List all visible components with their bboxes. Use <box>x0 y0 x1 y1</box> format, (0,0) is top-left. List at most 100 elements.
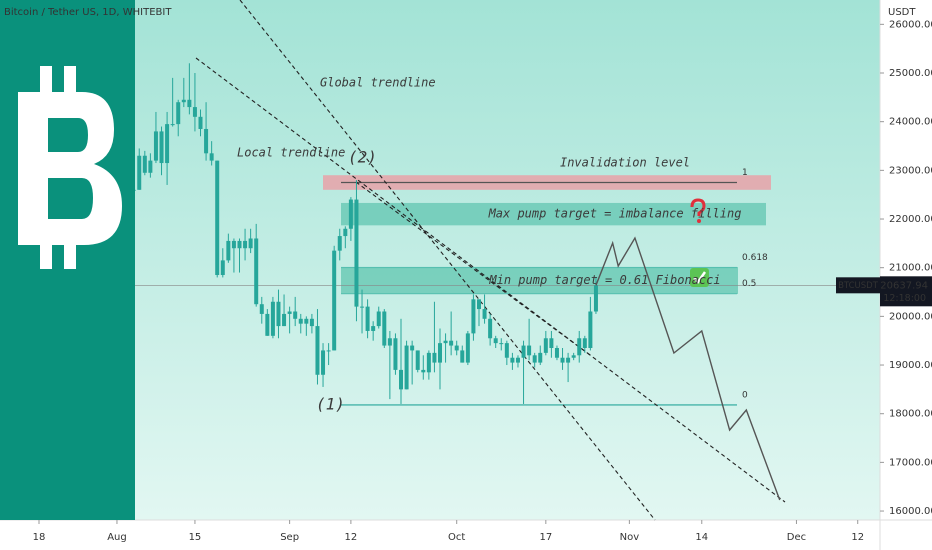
x-tick-label: Nov <box>620 532 640 543</box>
y-tick-label: 21000.00 <box>889 263 932 274</box>
y-tick-label: 22000.00 <box>889 214 932 225</box>
candle-body <box>582 338 587 348</box>
fib-label: 0.618 <box>742 253 768 263</box>
candle-body <box>510 357 515 363</box>
wave-label: (1) <box>316 395 345 414</box>
candle-body <box>153 131 158 161</box>
candle-body <box>259 304 264 314</box>
global-trendline <box>239 0 656 521</box>
price-axis <box>880 0 932 550</box>
bitcoin-logo <box>18 66 122 269</box>
candle-body <box>265 313 270 336</box>
candle-body <box>449 340 454 346</box>
local-trendline <box>195 57 786 503</box>
candle-body <box>532 355 537 363</box>
candle-body <box>165 124 170 164</box>
y-tick-label: 19000.00 <box>889 360 932 371</box>
y-tick-label: 20000.00 <box>889 311 932 322</box>
candle-body <box>276 301 281 327</box>
candle-body <box>298 318 303 324</box>
candle-body <box>159 131 164 164</box>
symbol-tag: BTCUSDT <box>838 281 879 291</box>
candle-body <box>593 285 598 312</box>
price-tag: 20637.94 <box>880 280 928 291</box>
x-tick-label: Oct <box>448 532 465 543</box>
candle-body <box>376 311 381 327</box>
candles <box>131 63 598 404</box>
candle-body <box>198 116 203 129</box>
candle-body <box>393 338 398 370</box>
candle-body <box>337 236 342 251</box>
candle-body <box>371 326 376 331</box>
y-tick-label: 24000.00 <box>889 117 932 128</box>
candle-body <box>348 199 353 229</box>
candle-body <box>309 318 314 327</box>
candle-body <box>142 155 147 173</box>
candle-body <box>181 99 186 103</box>
candle-body <box>432 352 437 363</box>
candle-body <box>443 340 448 344</box>
y-tick-label: 18000.00 <box>889 409 932 420</box>
candle-body <box>410 345 415 351</box>
candle-body <box>209 153 214 161</box>
candle-body <box>543 338 548 353</box>
candle-body <box>476 299 481 310</box>
candle-body <box>354 199 359 307</box>
candle-body <box>326 350 331 352</box>
candle-body <box>549 338 554 348</box>
candle-body <box>237 240 242 249</box>
candle-body <box>148 160 153 173</box>
candle-body <box>220 260 225 275</box>
candle-body <box>215 160 220 275</box>
candle-body <box>270 301 275 336</box>
candle-body <box>521 345 526 358</box>
candle-body <box>382 311 387 346</box>
question-icon <box>697 219 701 223</box>
candle-body <box>527 345 532 356</box>
candle-body <box>577 338 582 356</box>
x-tick-label: Dec <box>787 532 806 543</box>
zones <box>0 175 838 406</box>
fib-label: 0 <box>742 390 748 400</box>
zone-label: Invalidation level <box>560 156 690 170</box>
zone-label: Max pump target = imbalance filling <box>488 207 742 221</box>
candle-body <box>454 345 459 351</box>
question-icon <box>690 198 706 216</box>
candle-body <box>254 238 259 305</box>
time-axis <box>0 520 880 550</box>
y-tick-label: 26000.00 <box>889 19 932 30</box>
candle-body <box>170 124 175 126</box>
candle-body <box>293 311 298 319</box>
candle-body <box>399 369 404 390</box>
candle-body <box>571 355 576 358</box>
x-tick-label: 14 <box>695 532 708 543</box>
candle-body <box>588 311 593 348</box>
candle-body <box>365 306 370 331</box>
candle-body <box>231 240 236 249</box>
candle-body <box>360 306 365 308</box>
candle-body <box>438 343 442 363</box>
zone <box>341 202 766 226</box>
candle-body <box>504 343 509 358</box>
countdown: 12:18:00 <box>883 293 926 304</box>
candle-body <box>226 240 231 261</box>
plot-background <box>0 0 880 520</box>
y-tick-label: 16000.00 <box>889 506 932 517</box>
candle-body <box>554 347 559 358</box>
candle-body <box>343 228 348 237</box>
candle-body <box>566 357 571 363</box>
candle-body <box>321 350 326 375</box>
symbol-tag-bg <box>836 277 880 294</box>
x-tick-label: 12 <box>345 532 358 543</box>
candle-body <box>137 155 142 190</box>
wave-label: (2) <box>348 148 377 167</box>
candle-body <box>192 107 197 117</box>
candle-body <box>282 313 287 327</box>
chart-title: Bitcoin / Tether US, 1D, WHITEBIT <box>4 7 172 18</box>
candle-body <box>287 311 292 314</box>
annotation: Local trendline <box>237 146 345 160</box>
candle-body <box>304 318 309 324</box>
candle-body <box>515 357 520 363</box>
candle-body <box>387 338 392 346</box>
x-tick-label: Aug <box>107 532 127 543</box>
